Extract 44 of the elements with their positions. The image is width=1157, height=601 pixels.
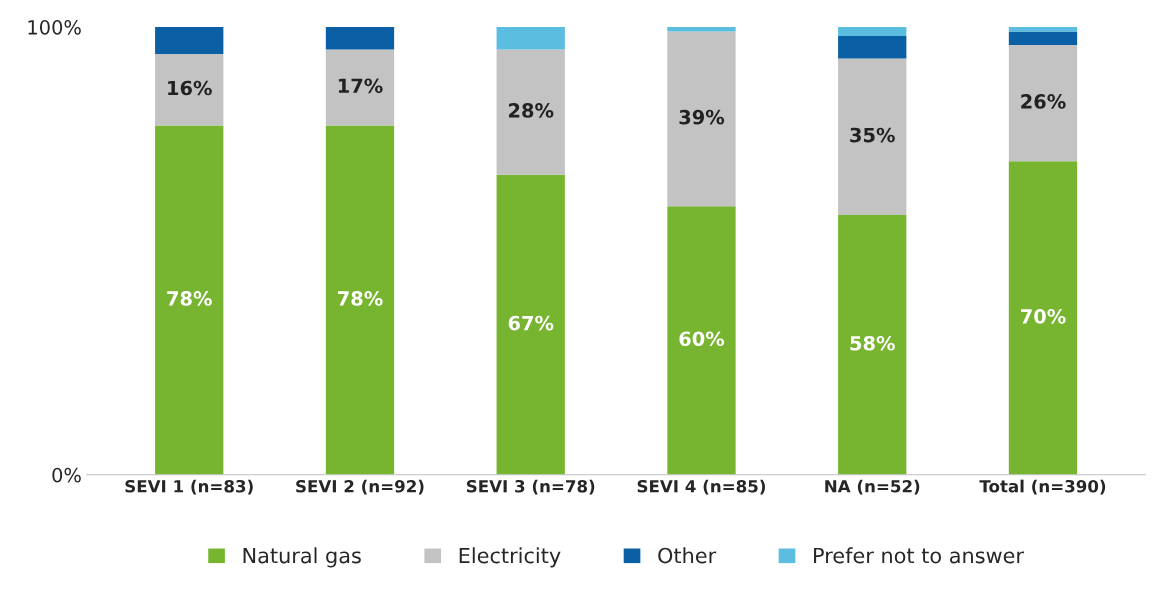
bar — [155, 27, 224, 54]
bar — [1008, 161, 1078, 475]
bar — [1008, 44, 1078, 162]
bar — [155, 125, 224, 475]
bar — [838, 215, 907, 475]
y-tick-label: 100% — [28, 20, 81, 35]
bar — [496, 27, 565, 50]
x-tick-label: NA (n=52) — [825, 479, 920, 495]
data-label: 70% — [1021, 309, 1066, 324]
bar — [838, 58, 907, 216]
bar — [325, 49, 395, 126]
data-label: 16% — [168, 80, 212, 96]
x-tick-label: SEVI 4 (n=85) — [637, 479, 766, 495]
x-tick-label: SEVI 3 (n=78) — [466, 479, 595, 495]
x-tick-label: SEVI 2 (n=92) — [296, 479, 424, 495]
bar — [325, 27, 395, 50]
bar — [838, 27, 907, 36]
data-label: 17% — [338, 78, 383, 94]
legend-label: Other — [658, 547, 717, 564]
data-label: 26% — [1021, 94, 1066, 109]
data-label: 35% — [850, 127, 895, 143]
legend-label: Prefer not to answer — [814, 547, 1024, 564]
data-label: 60% — [679, 331, 725, 347]
data-label: 28% — [508, 103, 554, 118]
bar — [667, 31, 736, 207]
bar — [155, 53, 224, 126]
legend-label: Electricity — [459, 547, 561, 568]
legend-label: Natural gas — [243, 547, 361, 568]
data-label: 78% — [167, 291, 212, 306]
bar — [667, 206, 736, 475]
bar — [496, 49, 565, 175]
bar — [667, 27, 736, 32]
bar — [1008, 31, 1078, 45]
bar — [325, 125, 395, 475]
data-label: 58% — [850, 335, 895, 351]
x-tick-label: SEVI 1 (n=83) — [125, 479, 253, 495]
bar — [496, 174, 565, 475]
y-tick-label: 0% — [52, 467, 81, 483]
bar — [1008, 27, 1078, 32]
x-tick-label: Total (n=390) — [979, 479, 1106, 495]
data-label: 67% — [508, 315, 554, 331]
bar — [838, 36, 907, 59]
data-label: 39% — [679, 109, 725, 125]
data-label: 78% — [338, 291, 383, 306]
